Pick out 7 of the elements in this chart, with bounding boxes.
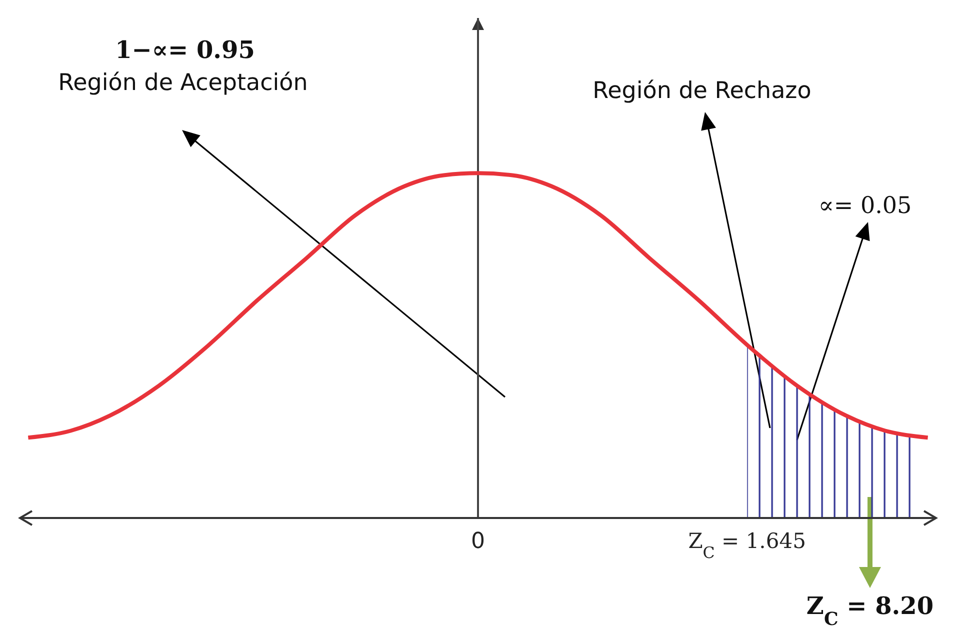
text: Z$_{C}$ = 8.20	[806, 591, 934, 630]
text: Región de Rechazo	[592, 78, 812, 104]
text: Región de Aceptación	[58, 70, 308, 96]
x-tick-label: Z$_{C}$ = 1.645	[688, 529, 806, 562]
x-tick-label: 0	[471, 529, 485, 554]
text: 1−∝= 0.95	[115, 35, 255, 64]
annotation: ∝= 0.05	[818, 193, 912, 219]
